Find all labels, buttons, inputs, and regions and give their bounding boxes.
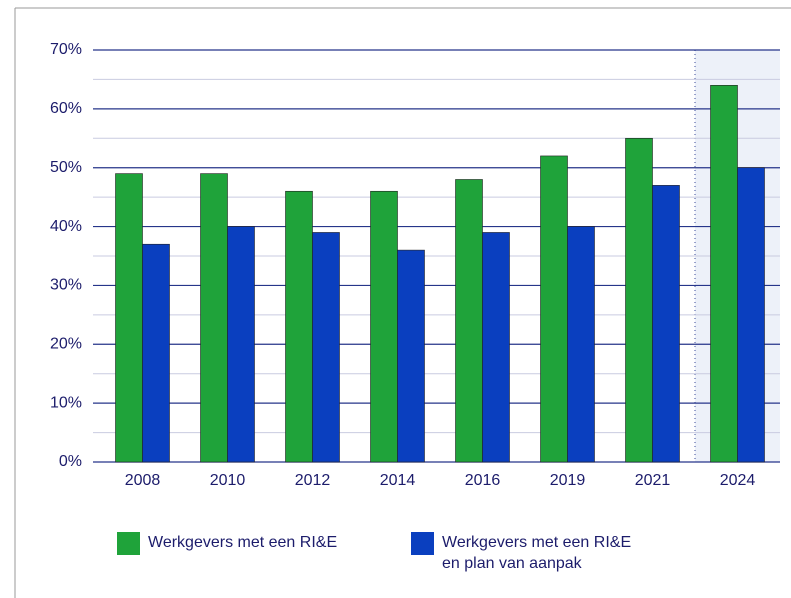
y-tick-label: 30%: [50, 277, 82, 294]
bar: [567, 226, 595, 463]
y-tick-label: 20%: [50, 336, 82, 353]
bar: [652, 185, 680, 463]
legend-swatch: [117, 532, 140, 555]
x-tick-label: 2019: [550, 472, 586, 489]
x-tick-label: 2010: [210, 472, 246, 489]
y-tick-label: 40%: [50, 218, 82, 235]
x-tick-label: 2014: [380, 472, 416, 489]
x-tick-label: 2008: [125, 472, 161, 489]
bar: [115, 173, 143, 463]
legend-swatch: [411, 532, 434, 555]
bar: [370, 190, 398, 463]
bar: [540, 155, 568, 463]
y-tick-label: 50%: [50, 159, 82, 176]
x-tick-label: 2012: [295, 472, 331, 489]
y-tick-label: 60%: [50, 100, 82, 117]
bar: [285, 190, 313, 463]
bar: [737, 167, 765, 463]
bar: [482, 232, 510, 463]
y-tick-label: 10%: [50, 394, 82, 411]
bar: [710, 85, 738, 463]
legend-label: Werkgevers met een RI&E en plan van aanp…: [442, 534, 632, 572]
legend-item: Werkgevers met een RI&E en plan van aanp…: [411, 532, 642, 574]
bar: [142, 243, 170, 463]
x-tick-label: 2016: [465, 472, 501, 489]
bar: [200, 173, 228, 463]
bar: [397, 249, 425, 463]
bar: [625, 137, 653, 463]
x-tick-label: 2024: [720, 472, 756, 489]
bar: [312, 232, 340, 463]
x-tick-label: 2021: [635, 472, 671, 489]
legend-item: Werkgevers met een RI&E: [117, 532, 348, 555]
bar: [455, 179, 483, 463]
bar: [227, 226, 255, 463]
legend-label: Werkgevers met een RI&E: [148, 534, 338, 551]
y-tick-label: 0%: [59, 453, 82, 470]
y-tick-label: 70%: [50, 41, 82, 58]
